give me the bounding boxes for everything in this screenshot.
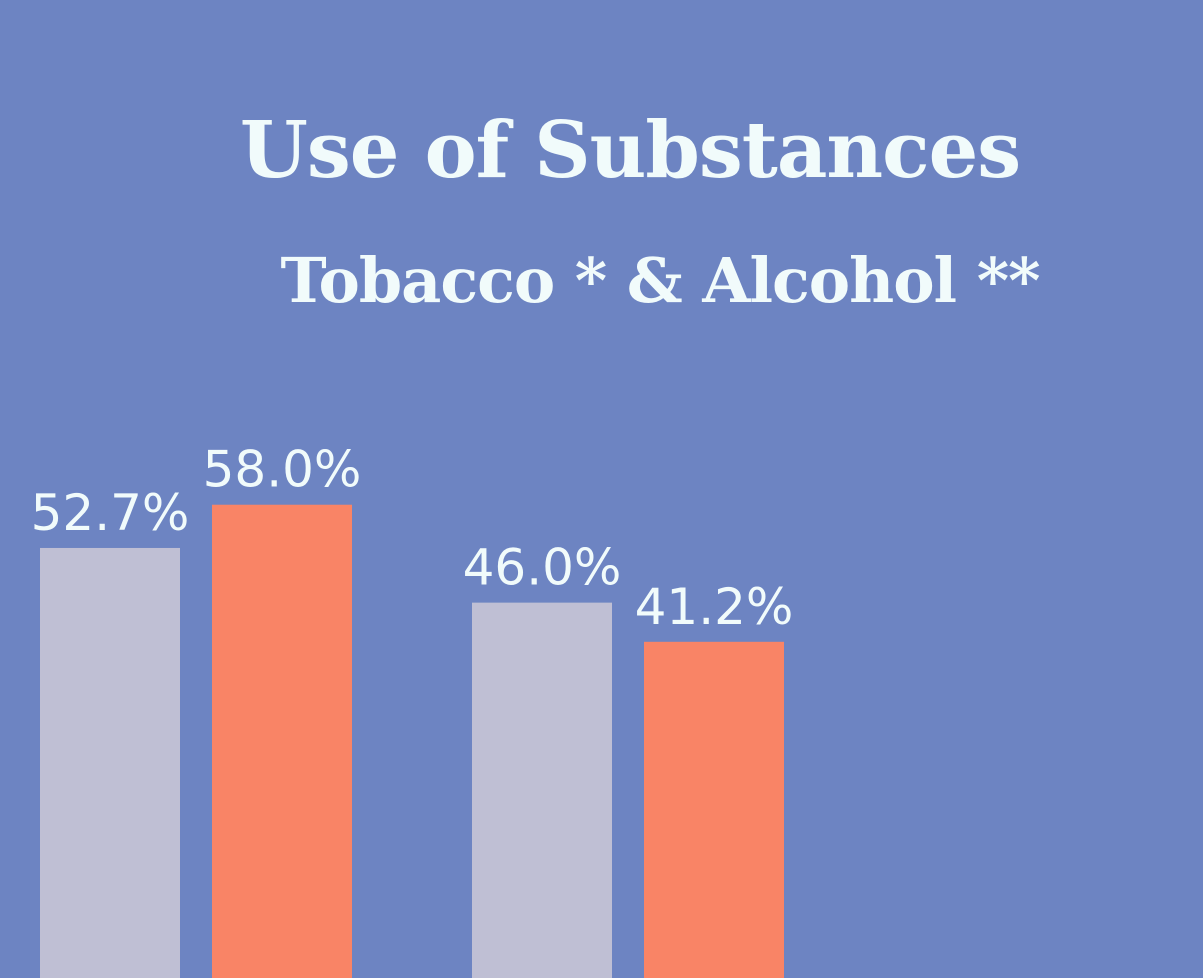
bar-1-1 [40,547,180,978]
bar-value-label-2-2: 41.2% [635,578,794,636]
chart-title: Use of Substances [239,105,1021,196]
bar-value-label-1-2: 58.0% [203,441,362,499]
bar-value-label-1-1: 52.7% [31,484,190,542]
bar-value-label-2-1: 46.0% [463,539,622,597]
bar-1-2 [212,504,352,978]
bar-2-2 [644,641,784,978]
chart-subtitle: Tobacco * & Alcohol ** [280,244,1040,317]
bar-2-1 [472,602,612,978]
